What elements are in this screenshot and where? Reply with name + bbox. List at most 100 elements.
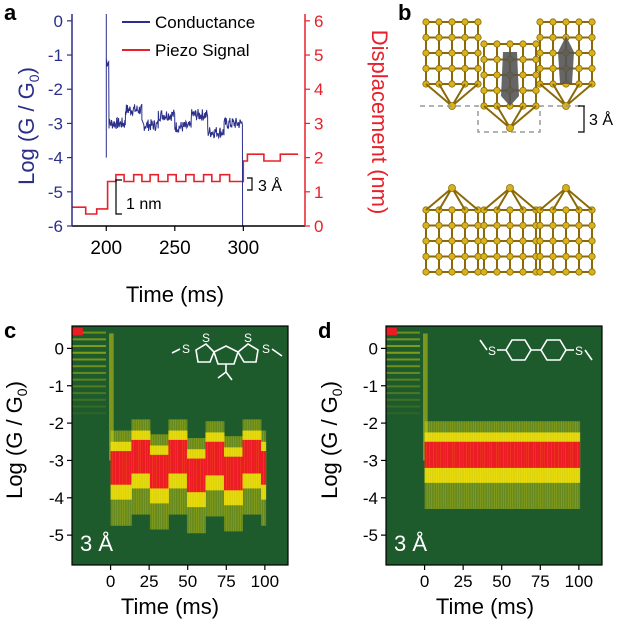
electrode-bottom-right-atom (575, 252, 583, 261)
electrode-bottom-right-apex-atom (562, 184, 570, 192)
electrode-top-right-atom (536, 18, 544, 26)
electrode-top-left-atom (448, 64, 456, 73)
panel-d-y-tick-label: -1 (363, 377, 378, 396)
panel-c-pre-trace (72, 398, 106, 401)
legend-piezo-label: Piezo Signal (155, 41, 250, 60)
electrode-top-middle-atom (532, 55, 540, 64)
panel-d-band-core (461, 441, 465, 468)
panel-d-pre-trace (386, 365, 420, 368)
electrode-top-middle-atom (493, 86, 501, 95)
panel-c-band-core (261, 451, 264, 485)
electrode-bottom-right-atom (536, 268, 544, 276)
panel-c-band-core (173, 439, 176, 474)
panel-c-y-tick-label: -4 (49, 489, 64, 508)
electrode-bottom-left-atom (448, 268, 456, 276)
panel-d-band-core (443, 441, 446, 468)
panel-d-pre-trace (386, 371, 420, 374)
panel-c-pre-trace (72, 365, 106, 368)
electrode-top-middle-atom (480, 71, 488, 79)
panel-d-corner-label: 3 Å (394, 531, 427, 556)
electrode-top-right-atom (549, 64, 557, 73)
panel-c-y-tick-label: -2 (49, 414, 64, 433)
panel-c-band-core (235, 456, 239, 491)
panel-label-a: a (4, 0, 17, 25)
electrode-bottom-middle-atom (480, 268, 488, 276)
panel-c-band-core (122, 451, 125, 485)
panel-c-band-core (191, 458, 195, 493)
panel-c-band-core (161, 454, 165, 489)
series-conductance (105, 14, 244, 227)
panel-d-pre-trace (386, 345, 420, 348)
panel-c-band-core (233, 456, 237, 491)
panel-c-pre-trace (72, 378, 106, 381)
panel-c-band-core (247, 439, 250, 474)
panel-d-x-tick-label: 25 (454, 572, 473, 591)
panel-d-band-core (452, 441, 456, 468)
panel-c-x-tick-label: 75 (217, 572, 236, 591)
panel-d-band-core (521, 441, 525, 468)
panel-d-band-core (544, 441, 548, 468)
electrode-top-left-atom (474, 64, 482, 73)
panel-c-band-core (177, 439, 181, 474)
molecule-d-sulfur-left: S (488, 344, 496, 358)
molecule-c-sulfur-left: S (182, 342, 190, 356)
molecule-c-sulfur-right: S (262, 342, 270, 356)
panel-a-y-tick-label-right: 6 (314, 12, 323, 31)
panel-a-y-tick-label-right: 1 (314, 183, 323, 202)
electrode-top-right-atom (536, 33, 544, 42)
molecule-c-right-methyl (271, 348, 283, 357)
electrode-bottom-left-atom (435, 221, 443, 230)
electrode-top-left-atom (422, 18, 430, 26)
electrode-bottom-right-atom (588, 221, 596, 230)
panel-c-band-core (182, 439, 186, 474)
scale-bar-nm: 1 nm (115, 179, 162, 215)
electrode-top-right-atom (549, 33, 557, 42)
panel-c-band-core (168, 439, 172, 474)
panel-c-y-tick-label: 0 (55, 339, 64, 358)
panel-d-band-core (477, 441, 481, 468)
panel-c-band-core (212, 441, 216, 476)
panel-c-band-core (126, 451, 130, 485)
electrode-top-right-atom (588, 18, 596, 26)
electrode-bottom-left-atom (422, 221, 430, 230)
panel-c-pre-trace (72, 405, 106, 408)
panel-a-y-tick-label-right: 3 (314, 114, 323, 133)
electrode-bottom-right-atom (549, 252, 557, 261)
panel-d-band-core (484, 441, 488, 468)
panel-d-band-core (526, 441, 530, 468)
panel-c-band-core (198, 458, 202, 493)
panel-d-pre-trace (386, 405, 420, 408)
panel-c-band-core (140, 439, 144, 474)
panel-d-band-core (480, 441, 483, 468)
panel-c-band-core (258, 439, 262, 474)
panel-c-band-core (240, 456, 243, 491)
panel-a-y-tick-label-left: -1 (48, 46, 63, 65)
panel-d-band-core (473, 441, 476, 468)
panel-d-band-core (447, 441, 451, 468)
electrode-bottom-left-atom (422, 237, 430, 245)
panel-d-band-core (570, 441, 574, 468)
electrode-bottom-middle-atom (506, 206, 514, 214)
panel-d-band-core (454, 441, 458, 468)
electrode-bottom-right-atom (549, 237, 557, 245)
electrode-bottom-left-atom (461, 221, 469, 230)
electrode-bottom-left-atom (422, 268, 430, 276)
electrode-top-left-atom (474, 18, 482, 26)
panel-c-y-tick-label: -1 (49, 377, 64, 396)
panel-d-band-core (568, 441, 571, 468)
electrode-top-left-atom (448, 80, 456, 88)
panel-c-band-core (180, 439, 183, 474)
panel-c-band-core (189, 458, 193, 493)
electrode-bottom-left-atom (435, 268, 443, 276)
electrode-bottom-middle-atom (493, 221, 501, 230)
panel-d-band-core (535, 441, 539, 468)
molecule-d-sulfur-right: S (575, 344, 583, 358)
panel-a-y-tick-label-left: -6 (48, 217, 63, 236)
panel-c-band-core (254, 439, 257, 474)
electrode-bottom-middle-atom (519, 237, 527, 245)
panel-b-gap-line (420, 105, 585, 133)
panel-c-band-core (166, 454, 169, 489)
panel-d-pre-trace (386, 351, 420, 354)
electrode-bottom-right-atom (575, 237, 583, 245)
panel-c-band-core (170, 439, 174, 474)
